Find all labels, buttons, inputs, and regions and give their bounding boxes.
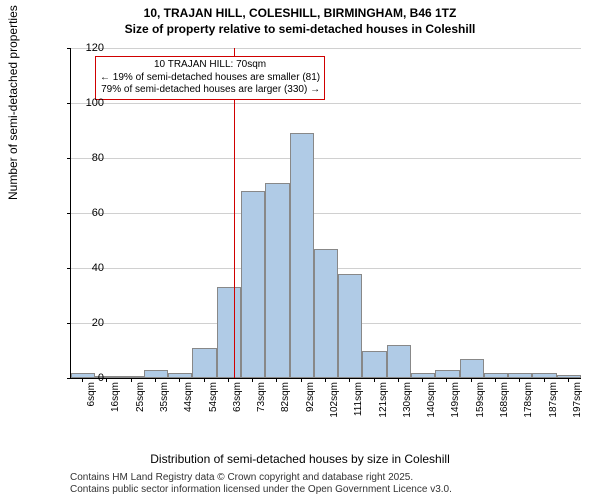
- xtick-label: 25sqm: [135, 382, 146, 412]
- annotation-line-2: ← 19% of semi-detached houses are smalle…: [100, 72, 320, 85]
- xtick-mark: [519, 378, 520, 382]
- xtick-label: 121sqm: [378, 382, 389, 418]
- annotation-box: 10 TRAJAN HILL: 70sqm← 19% of semi-detac…: [95, 56, 325, 100]
- ytick-mark: [67, 48, 71, 49]
- histogram-bar: [362, 351, 386, 379]
- x-axis-label: Distribution of semi-detached houses by …: [0, 452, 600, 466]
- xtick-label: 92sqm: [305, 382, 316, 412]
- ytick-label: 0: [74, 372, 104, 384]
- histogram-bar: [290, 133, 314, 378]
- histogram-bar: [557, 375, 581, 378]
- histogram-bar: [217, 287, 241, 378]
- xtick-mark: [349, 378, 350, 382]
- gridline: [71, 213, 581, 214]
- ytick-mark: [67, 158, 71, 159]
- footer-attribution: Contains HM Land Registry data © Crown c…: [70, 472, 452, 496]
- histogram-bar: [265, 183, 289, 378]
- histogram-bar: [532, 373, 556, 379]
- xtick-mark: [106, 378, 107, 382]
- histogram-bar: [460, 359, 484, 378]
- xtick-label: 35sqm: [159, 382, 170, 412]
- annotation-line-1: 10 TRAJAN HILL: 70sqm: [100, 59, 320, 72]
- plot-region: 10 TRAJAN HILL: 70sqm← 19% of semi-detac…: [70, 48, 581, 379]
- xtick-label: 130sqm: [402, 382, 413, 418]
- xtick-label: 168sqm: [499, 382, 510, 418]
- chart-area: 10 TRAJAN HILL: 70sqm← 19% of semi-detac…: [50, 48, 580, 408]
- gridline: [71, 48, 581, 49]
- ytick-label: 100: [74, 97, 104, 109]
- xtick-mark: [228, 378, 229, 382]
- histogram-bar: [508, 373, 532, 379]
- xtick-mark: [446, 378, 447, 382]
- xtick-label: 187sqm: [548, 382, 559, 418]
- xtick-label: 149sqm: [450, 382, 461, 418]
- xtick-mark: [398, 378, 399, 382]
- xtick-label: 54sqm: [208, 382, 219, 412]
- ytick-label: 60: [74, 207, 104, 219]
- gridline: [71, 158, 581, 159]
- ytick-label: 40: [74, 262, 104, 274]
- chart-title: 10, TRAJAN HILL, COLESHILL, BIRMINGHAM, …: [0, 0, 600, 37]
- ytick-mark: [67, 268, 71, 269]
- xtick-mark: [471, 378, 472, 382]
- ytick-mark: [67, 378, 71, 379]
- ytick-mark: [67, 103, 71, 104]
- xtick-mark: [276, 378, 277, 382]
- title-line-2: Size of property relative to semi-detach…: [0, 22, 600, 38]
- ytick-label: 20: [74, 317, 104, 329]
- title-line-1: 10, TRAJAN HILL, COLESHILL, BIRMINGHAM, …: [0, 6, 600, 22]
- xtick-label: 111sqm: [353, 382, 364, 416]
- xtick-label: 63sqm: [232, 382, 243, 412]
- xtick-mark: [179, 378, 180, 382]
- histogram-bar: [387, 345, 411, 378]
- xtick-label: 178sqm: [523, 382, 534, 418]
- histogram-bar: [338, 274, 362, 379]
- xtick-mark: [155, 378, 156, 382]
- histogram-bar: [144, 370, 168, 378]
- histogram-bar: [120, 376, 144, 378]
- xtick-mark: [301, 378, 302, 382]
- gridline: [71, 103, 581, 104]
- footer-line-1: Contains HM Land Registry data © Crown c…: [70, 472, 452, 484]
- xtick-label: 73sqm: [256, 382, 267, 412]
- xtick-label: 159sqm: [475, 382, 486, 418]
- xtick-label: 16sqm: [110, 382, 121, 412]
- xtick-label: 197sqm: [572, 382, 583, 418]
- histogram-bar: [411, 373, 435, 379]
- xtick-mark: [252, 378, 253, 382]
- xtick-mark: [131, 378, 132, 382]
- histogram-bar: [168, 373, 192, 379]
- xtick-mark: [374, 378, 375, 382]
- ytick-label: 120: [74, 42, 104, 54]
- xtick-mark: [495, 378, 496, 382]
- histogram-bar: [314, 249, 338, 378]
- xtick-mark: [568, 378, 569, 382]
- xtick-mark: [325, 378, 326, 382]
- y-axis-label: Number of semi-detached properties: [6, 5, 20, 200]
- xtick-label: 140sqm: [426, 382, 437, 418]
- histogram-bar: [435, 370, 459, 378]
- xtick-mark: [204, 378, 205, 382]
- annotation-line-3: 79% of semi-detached houses are larger (…: [100, 84, 320, 97]
- xtick-label: 82sqm: [280, 382, 291, 412]
- xtick-label: 44sqm: [183, 382, 194, 412]
- footer-line-2: Contains public sector information licen…: [70, 484, 452, 496]
- ytick-label: 80: [74, 152, 104, 164]
- xtick-label: 102sqm: [329, 382, 340, 418]
- histogram-bar: [241, 191, 265, 378]
- ytick-mark: [67, 323, 71, 324]
- xtick-mark: [544, 378, 545, 382]
- xtick-mark: [422, 378, 423, 382]
- ytick-mark: [67, 213, 71, 214]
- xtick-label: 6sqm: [86, 382, 97, 406]
- histogram-bar: [192, 348, 216, 378]
